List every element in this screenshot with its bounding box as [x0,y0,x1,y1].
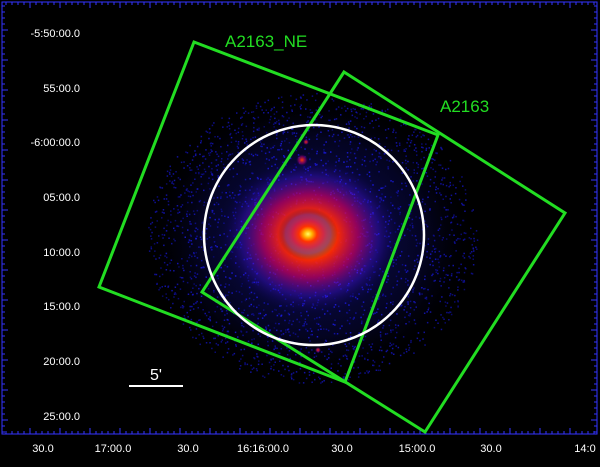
region-label: A2163_NE [225,32,307,51]
plot-frame [1,1,598,435]
ra-tick-label: 16:16:00.0 [237,443,289,455]
dec-tick-label: 20:00.0 [43,356,80,368]
scale-bar-label: 5' [150,367,162,384]
dec-tick-label: -6:00:00.0 [30,137,80,149]
ra-axis-labels: 30.0 17:00.0 30.0 16:16:00.0 30.0 15:00.0 30.0… [32,443,595,455]
dec-axis-labels: -5:50:00.0 55:00.0 -6:00:00.0 05:00.0 10:00.… [30,28,80,423]
dec-tick-label: 25:00.0 [43,411,80,423]
ra-tick-label: 17:00.0 [95,443,132,455]
ra-tick-label: 15:00.0 [399,443,436,455]
dec-tick-label: 05:00.0 [43,192,80,204]
dec-tick-label: 10:00.0 [43,247,80,259]
ra-tick-label: 30.0 [331,443,352,455]
extraction-circle [202,123,426,347]
diffuse-emission [148,92,479,384]
point-source [303,139,309,145]
ra-tick-label: 30.0 [480,443,501,455]
regions: A2163_NE A2163 [97,32,568,435]
ra-tick-label: 30.0 [32,443,53,455]
ra-tick-label: 30.0 [177,443,198,455]
dec-tick-label: 15:00.0 [43,301,80,313]
point-source [296,154,308,166]
region-box-a2163 [199,69,568,435]
region-label: A2163 [440,97,489,116]
point-source [315,347,321,353]
ra-tick-label: 14:0 [574,443,595,455]
dec-tick-label: -5:50:00.0 [30,28,80,40]
dec-tick-label: 55:00.0 [43,83,80,95]
